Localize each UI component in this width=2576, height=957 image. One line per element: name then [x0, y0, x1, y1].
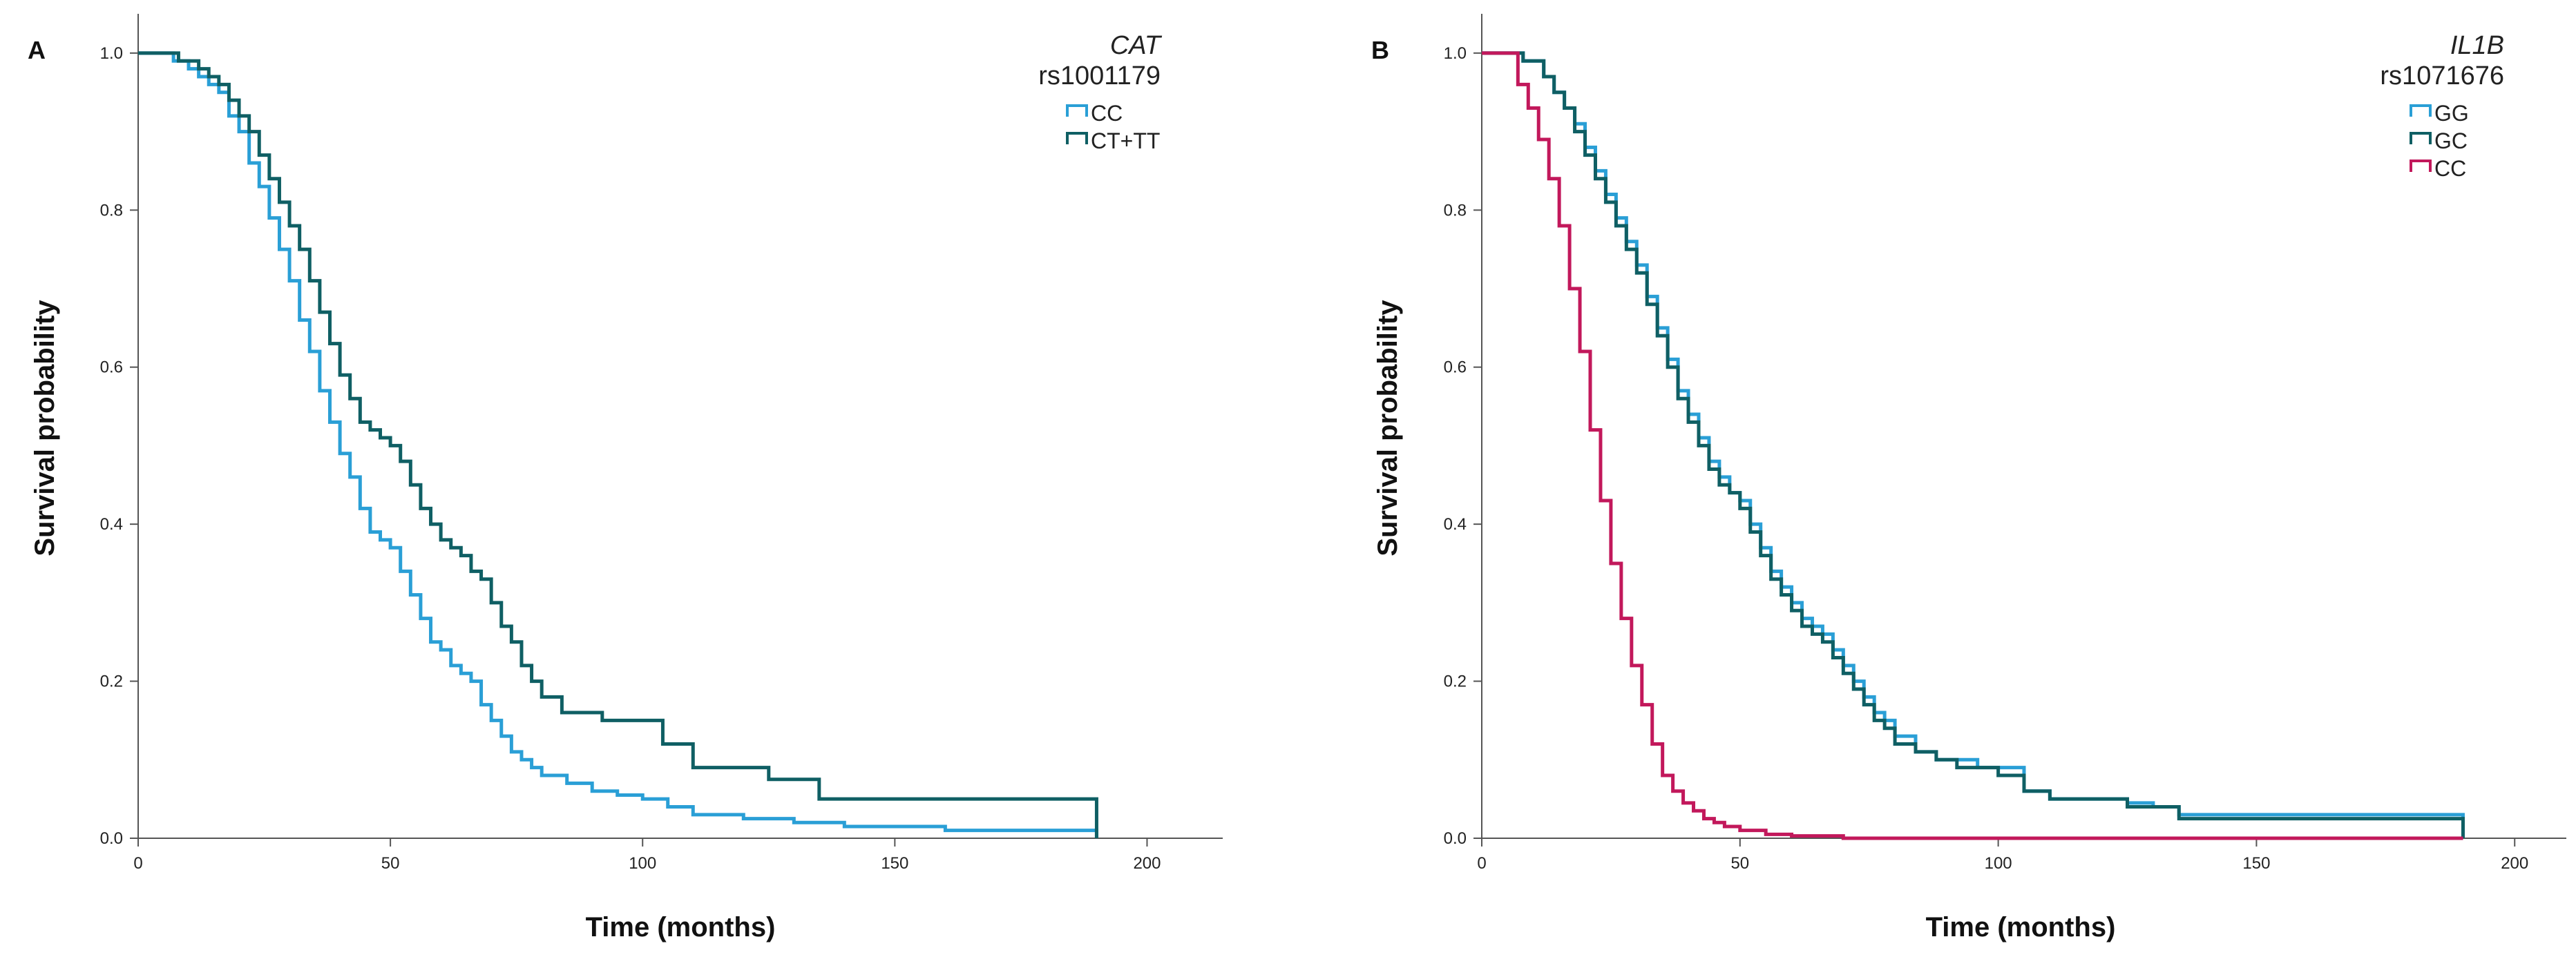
legend-label: CT+TT — [1091, 128, 1160, 153]
y-tick-label: 0.6 — [100, 358, 123, 377]
x-tick-label: 0 — [1477, 854, 1486, 873]
x-axis-title: Time (months) — [1926, 912, 2116, 942]
y-tick-label: 0.4 — [1444, 515, 1467, 534]
survival-curve-cc — [138, 51, 1098, 838]
y-tick-label: 0.2 — [100, 673, 123, 691]
y-axis-title: Survival probability — [1373, 300, 1403, 557]
y-tick-label: 0.8 — [100, 201, 123, 220]
panel-b: B 0 50 100 150 200 0.0 0.2 0.4 0.6 0.8 1.0 Surviva… — [1371, 14, 2566, 942]
panel-a: A 0 50 100 150 200 0.0 0.2 0.4 0.6 0.8 1.0 Surviva… — [28, 14, 1223, 942]
legend-swatch — [1066, 132, 1088, 144]
y-axis-title: Survival probability — [30, 300, 60, 557]
axes-layer: 0 50 100 150 200 0.0 0.2 0.4 0.6 0.8 1.0 — [100, 14, 1223, 873]
legend-snp-title: rs1071676 — [2380, 61, 2504, 90]
legend-label: GG — [2434, 101, 2469, 126]
y-tick-label: 0.6 — [1444, 358, 1467, 377]
x-tick-label: 200 — [1133, 854, 1161, 873]
series-layer — [1482, 51, 2465, 840]
legend-gene-title: IL1B — [2450, 31, 2504, 60]
legend-swatch — [1066, 104, 1088, 117]
x-axis-title: Time (months) — [586, 912, 776, 942]
y-tick-label: 0.8 — [1444, 201, 1467, 220]
panel-label: A — [28, 36, 46, 64]
x-tick-label: 50 — [1730, 854, 1749, 873]
y-tick-label: 1.0 — [100, 44, 123, 63]
x-tick-label: 50 — [381, 854, 400, 873]
legend-snp-title: rs1001179 — [1038, 61, 1161, 90]
x-tick-label: 150 — [2242, 854, 2270, 873]
legend-swatch — [2410, 132, 2432, 144]
y-tick-label: 0.2 — [1444, 673, 1467, 691]
legend-label: CC — [1091, 101, 1123, 126]
y-tick-label: 0.4 — [100, 515, 123, 534]
legend-gene-title: CAT — [1110, 31, 1163, 60]
y-tick-label: 0.0 — [100, 829, 123, 848]
x-tick-label: 200 — [2501, 854, 2528, 873]
x-tick-label: 100 — [1985, 854, 2012, 873]
y-tick-label: 0.0 — [1444, 829, 1467, 848]
axes-layer: 0 50 100 150 200 0.0 0.2 0.4 0.6 0.8 1.0 — [1444, 14, 2566, 873]
survival-curve-cc — [1482, 51, 2463, 840]
series-layer — [138, 51, 1098, 838]
survival-curve-gc — [1482, 51, 2465, 838]
x-tick-label: 100 — [629, 854, 656, 873]
legend-label: GC — [2434, 128, 2468, 153]
x-tick-label: 150 — [881, 854, 908, 873]
x-tick-label: 0 — [133, 854, 142, 873]
y-tick-label: 1.0 — [1444, 44, 1467, 63]
survival-curve-ct-tt — [138, 51, 1098, 838]
legend-swatch — [2410, 160, 2432, 172]
legend-swatch — [2410, 104, 2432, 117]
panel-label: B — [1371, 36, 1389, 64]
survival-curve-gg — [1482, 51, 2465, 838]
legend-label: CC — [2434, 156, 2466, 181]
